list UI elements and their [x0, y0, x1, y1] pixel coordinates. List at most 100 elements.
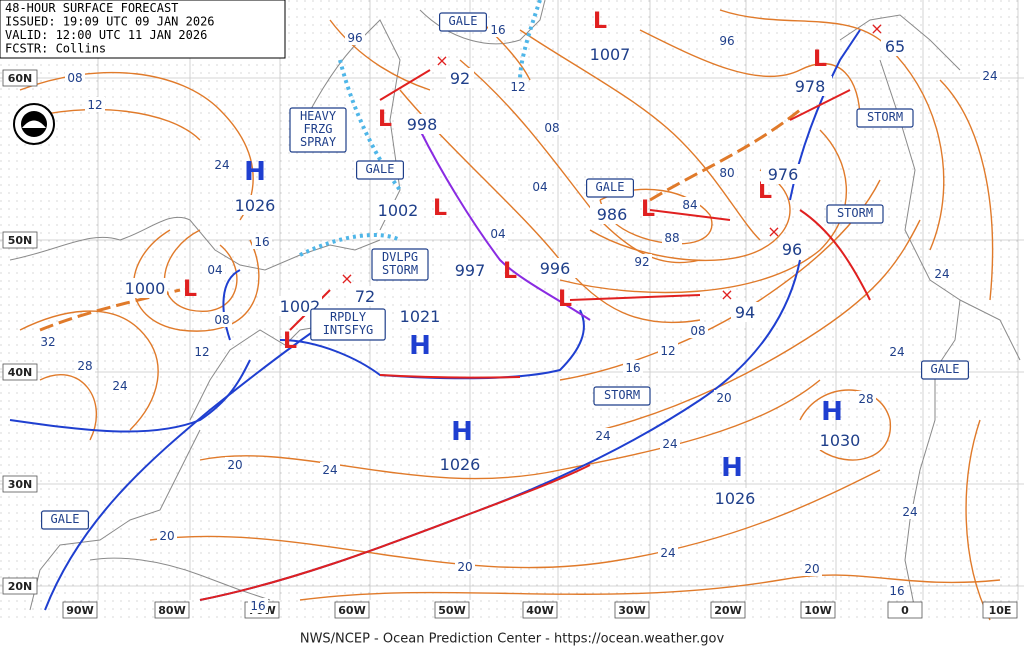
- warning-text: RPDLY: [330, 310, 367, 324]
- low-pressure-symbol: L: [641, 197, 655, 222]
- forecast-value-bg: [881, 36, 909, 56]
- pressure-value: 986: [597, 205, 628, 224]
- low-pressure-symbol: L: [283, 329, 297, 354]
- lon-label-box: [887, 601, 923, 619]
- isobar-label: 16: [250, 599, 265, 613]
- pressure-value: 1026: [235, 196, 276, 215]
- isobar-label: 24: [214, 158, 229, 172]
- lon-label: 0: [901, 604, 909, 617]
- pressure-value-bg: [590, 204, 634, 224]
- isobar-label-bg: [688, 323, 708, 338]
- isobar-label-bg: [248, 598, 268, 613]
- lon-label: 10W: [804, 604, 831, 617]
- lon-label-box: [334, 601, 370, 619]
- low-pressure-symbol: L: [183, 277, 197, 302]
- low-pressure-symbol: L: [593, 9, 607, 34]
- pressure-value: 1002: [280, 297, 321, 316]
- isobar-label: 08: [214, 313, 229, 327]
- isobar-label: 88: [664, 231, 679, 245]
- isobar-label: 16: [254, 235, 269, 249]
- footer-band: [0, 622, 1024, 652]
- isobar-label-bg: [488, 226, 508, 241]
- isobar-label-bg: [65, 70, 85, 85]
- forecast-x: ×: [435, 51, 448, 70]
- isobar-label-bg: [593, 428, 613, 443]
- forecast-pressure: 96: [782, 240, 802, 259]
- isobar-label-bg: [632, 254, 652, 269]
- lat-label: 20N: [8, 580, 33, 593]
- lon-label: 20W: [714, 604, 741, 617]
- forecast-value-bg: [778, 239, 806, 259]
- low-pressure-symbol: L: [503, 259, 517, 284]
- lat-label-box: [2, 577, 38, 595]
- isobar-label: 16: [625, 361, 640, 375]
- isobar-label: 24: [662, 437, 677, 451]
- pressure-value: 997: [455, 261, 486, 280]
- warning-box: [593, 386, 651, 406]
- low-pressure-symbol: L: [558, 287, 572, 312]
- warning-box: [920, 360, 969, 380]
- isobar-label: 04: [207, 263, 222, 277]
- forecast-pressure: 92: [450, 69, 470, 88]
- pressure-value-bg: [233, 195, 277, 215]
- isobar-label: 24: [982, 69, 997, 83]
- lon-label-box: [434, 601, 470, 619]
- low-pressure-symbol: L: [813, 47, 827, 72]
- high-pressure-symbol: H: [409, 331, 431, 361]
- pressure-value-bg: [400, 114, 444, 134]
- isobar-label-bg: [932, 266, 952, 281]
- pressure-value: 996: [540, 259, 571, 278]
- isobar-label-bg: [714, 390, 734, 405]
- lon-label: 80W: [158, 604, 185, 617]
- isobar-label: 12: [510, 80, 525, 94]
- isobar-label-bg: [38, 334, 58, 349]
- isobar-label-bg: [488, 22, 508, 37]
- warning-box: [439, 12, 488, 32]
- isobar-label: 08: [67, 71, 82, 85]
- footer-credit: NWS/NCEP - Ocean Prediction Center - htt…: [300, 632, 725, 647]
- isobar-label: 28: [858, 392, 873, 406]
- lat-label-box: [2, 69, 38, 87]
- lon-label-box: [522, 601, 558, 619]
- forecast-x: ×: [720, 285, 733, 304]
- pressure-value-bg: [533, 258, 577, 278]
- isobar-label: 24: [660, 546, 675, 560]
- isobar-label-bg: [658, 545, 678, 560]
- warning-text: STORM: [837, 206, 873, 220]
- isobar-label: 12: [87, 98, 102, 112]
- isobar-label-bg: [658, 343, 678, 358]
- isobar-label-bg: [662, 230, 682, 245]
- lat-label-box: [2, 475, 38, 493]
- pressure-value: 1007: [590, 45, 631, 64]
- isobar-label: 08: [544, 121, 559, 135]
- isobar-label-bg: [75, 358, 95, 373]
- isobar-label: 12: [660, 344, 675, 358]
- warning-box: [585, 178, 634, 198]
- isobar-label-bg: [212, 312, 232, 327]
- isobar-label: 04: [532, 180, 547, 194]
- pressure-value-bg: [818, 430, 862, 450]
- isobar-label-bg: [225, 457, 245, 472]
- low-pressure-symbol: L: [758, 179, 772, 204]
- isobar-label-bg: [110, 378, 130, 393]
- fronts: [9, 0, 871, 611]
- forecast-pressure: 65: [885, 37, 905, 56]
- pressure-value-bg: [788, 76, 832, 96]
- warning-text: HEAVY: [300, 109, 337, 123]
- lat-label: 50N: [8, 234, 33, 247]
- lon-label: 40W: [526, 604, 553, 617]
- isobar-label: 92: [634, 255, 649, 269]
- warning-text: GALE: [449, 14, 478, 28]
- forecast-value-bg: [446, 68, 474, 88]
- low-pressure-symbol: L: [378, 107, 392, 132]
- warning-text: STORM: [604, 388, 640, 402]
- lon-label: 10E: [989, 604, 1012, 617]
- lon-label: 50W: [438, 604, 465, 617]
- isobar-label-bg: [542, 120, 562, 135]
- isobar-label: 96: [719, 34, 734, 48]
- lat-label: 60N: [8, 72, 33, 85]
- isobar-label-bg: [252, 234, 272, 249]
- isobar-label-bg: [802, 561, 822, 576]
